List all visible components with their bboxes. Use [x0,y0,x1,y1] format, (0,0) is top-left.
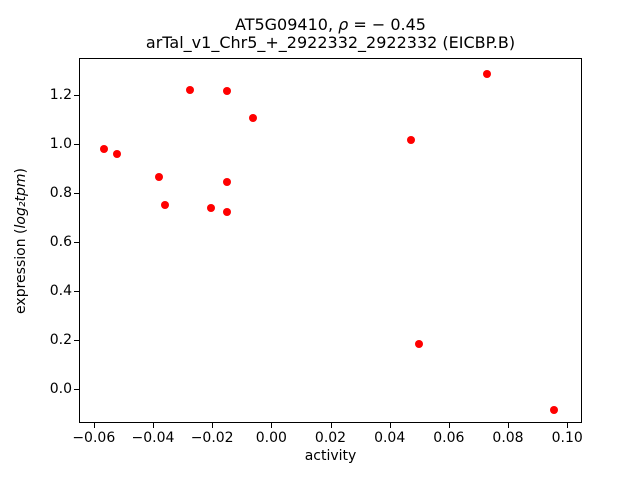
x-tick-label: 0.04 [374,430,406,446]
x-tick-label: −0.02 [190,430,234,446]
data-point [483,70,492,79]
y-tick-label: 0.2 [49,331,72,348]
data-point [549,405,558,414]
y-tick-label: 1.2 [49,86,72,103]
y-tick-mark [74,388,79,390]
chart-title: AT5G09410, ρ = − 0.45 [79,15,582,34]
data-point [406,136,415,145]
plot-area [79,58,582,423]
y-tick-mark [74,143,79,145]
chart-title-gene: AT5G09410, [235,15,339,34]
data-point [185,85,194,94]
x-tick-mark [330,423,332,428]
y-tick-mark [74,339,79,341]
y-tick-label: 0.8 [49,184,72,201]
x-axis-label: activity [304,448,357,464]
y-tick-mark [74,94,79,96]
y-tick-label: 0.4 [49,282,72,299]
x-tick-mark [448,423,450,428]
x-tick-mark [93,423,95,428]
data-point [155,172,164,181]
x-tick-mark [389,423,391,428]
data-point [249,114,258,123]
x-tick-mark [271,423,273,428]
y-tick-label: 0.0 [49,380,72,397]
data-point [223,87,232,96]
x-tick-label: 0.08 [492,430,524,446]
x-tick-label: 0.10 [551,430,583,446]
y-tick-label: 0.6 [49,233,72,250]
chart-title-rho-symbol: ρ [338,15,349,34]
y-axis-label-text: expression ( [13,228,29,314]
y-tick-label: 1.0 [49,135,72,152]
data-point [112,150,121,159]
data-point [414,339,423,348]
x-tick-label: 0.06 [433,430,465,446]
x-tick-mark [508,423,510,428]
y-tick-mark [74,290,79,292]
x-tick-label: 0.02 [314,430,347,446]
x-tick-mark [567,423,569,428]
y-tick-mark [74,241,79,243]
x-tick-label: −0.04 [131,430,175,446]
chart-subtitle: arTal_v1_Chr5_+_2922332_2922332 (EICBP.B… [145,33,516,52]
data-point [223,178,232,187]
x-tick-mark [212,423,214,428]
x-tick-label: 0.00 [255,430,287,446]
y-axis-label: expression (log₂tpm) [13,168,29,314]
x-tick-mark [152,423,154,428]
x-tick-label: −0.06 [72,430,116,446]
y-tick-mark [74,192,79,194]
data-point [206,204,215,213]
y-axis-label-math: log₂tpm [13,173,29,229]
chart-title-correlation-value: = − 0.45 [348,15,426,34]
y-axis-label-close: ) [13,168,29,174]
data-point [160,201,169,210]
data-point [99,144,108,153]
data-point [223,208,232,217]
